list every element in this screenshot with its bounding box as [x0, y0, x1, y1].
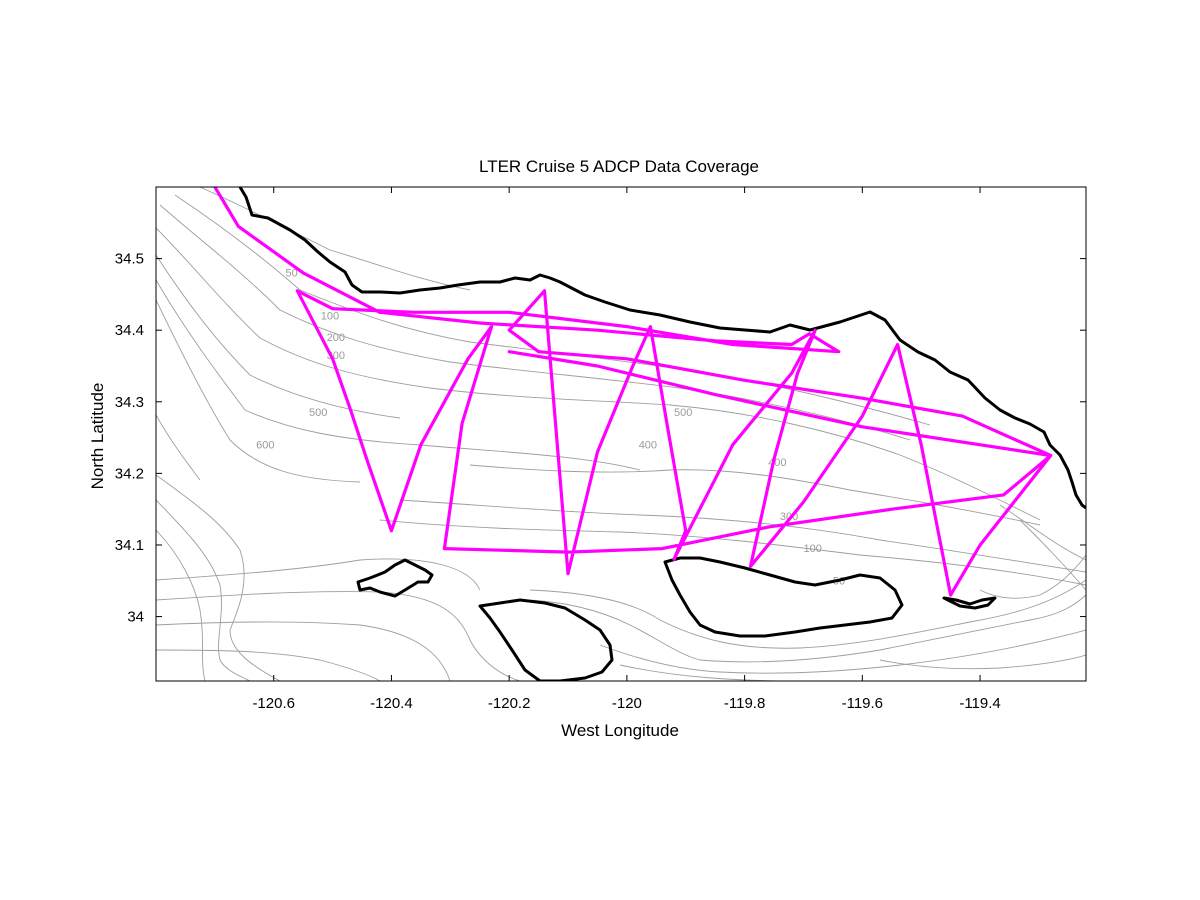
contour-label: 500: [309, 407, 327, 419]
x-tick-label: -120.4: [370, 695, 413, 712]
x-axis: -120.6 -120.4 -120.2 -120 -119.8 -119.6 -119.4: [252, 187, 1001, 712]
plot-frame: [155, 186, 1087, 682]
mainland-coast: [238, 187, 1086, 510]
x-tick-label: -119.8: [724, 695, 765, 712]
x-tick-label: -119.4: [959, 695, 1000, 712]
ship-track: [213, 187, 1053, 597]
y-axis: 34 34.1 34.2 34.3 34.4 34.5: [115, 251, 1086, 626]
contour-label: 100: [321, 310, 339, 322]
y-tick-label: 34.3: [115, 394, 144, 411]
plot-background: [156, 187, 1086, 681]
coastline: [238, 187, 1086, 681]
contour-labels: 50 100 200 300 500 600 500 400 400 300 1…: [256, 268, 845, 588]
x-tick-label: -120: [612, 695, 642, 712]
y-tick-label: 34.1: [115, 537, 144, 554]
y-tick-label: 34.4: [115, 322, 144, 339]
san-miguel-island: [356, 558, 434, 598]
contour-label: 500: [674, 407, 692, 419]
contour-label: 400: [639, 439, 657, 451]
x-tick-label: -120.2: [488, 695, 531, 712]
chart-title: LTER Cruise 5 ADCP Data Coverage: [479, 157, 759, 176]
y-tick-label: 34.2: [115, 465, 144, 482]
bathymetry-contours: [156, 187, 1086, 681]
x-tick-label: -120.6: [252, 695, 295, 712]
x-axis-label: West Longitude: [561, 721, 679, 740]
y-axis-label: North Latitude: [88, 383, 107, 490]
x-tick-label: -119.6: [842, 695, 883, 712]
contour-label: 600: [256, 439, 274, 451]
y-tick-label: 34: [127, 609, 144, 626]
contour-label: 100: [804, 543, 822, 555]
santa-cruz-island: [663, 556, 904, 638]
contour-label: 50: [286, 268, 298, 280]
plot-area: 50 100 200 300 500 600 500 400 400 300 1…: [155, 186, 1087, 682]
contour-label: 200: [327, 332, 345, 344]
y-tick-label: 34.5: [115, 251, 144, 268]
ship-track-layer: [213, 187, 1053, 597]
santa-rosa-island: [478, 598, 614, 681]
anacapa-island: [942, 596, 997, 610]
